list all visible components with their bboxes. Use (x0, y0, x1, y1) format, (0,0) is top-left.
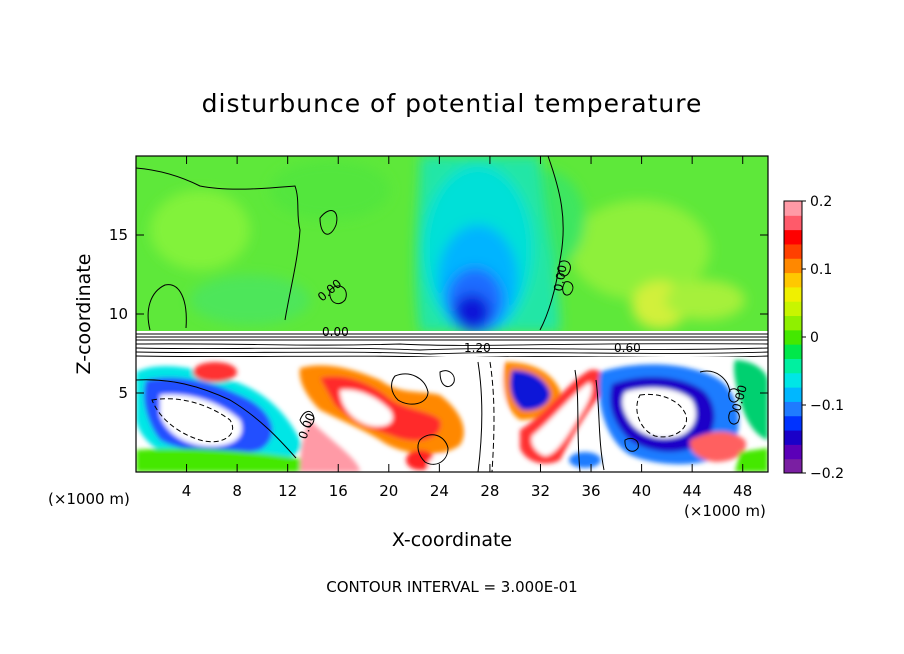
contour-label: 0.00 (551, 264, 569, 293)
x-tick-label: 28 (480, 482, 499, 500)
contour-label: 0.00 (322, 325, 349, 339)
chart-title: disturbunce of potential temperature (202, 89, 703, 118)
colorbar-swatch (784, 201, 802, 216)
lower-field-blobs (136, 360, 768, 472)
contour-label: 1.20 (464, 341, 491, 355)
contour-interval-note: CONTOUR INTERVAL = 3.000E-01 (326, 578, 577, 596)
contour-label: 0.00 (729, 383, 749, 412)
y-axis: 5 10 15 (109, 226, 768, 402)
x-unit-label-left: (×1000 m) (48, 490, 130, 508)
colorbar-swatch (784, 243, 802, 259)
colorbar (783, 200, 803, 474)
colorbar-tick-label: 0.2 (810, 194, 832, 210)
colorbar-swatch (784, 430, 802, 445)
colorbar-swatch (784, 315, 802, 331)
colorbar-swatch (784, 329, 802, 345)
x-tick-label: 12 (278, 482, 297, 500)
x-tick-label: 36 (581, 482, 600, 500)
colorbar-swatch (784, 372, 802, 388)
x-tick-label: 16 (329, 482, 348, 500)
colorbar-swatch (784, 286, 802, 302)
colorbar-tick-label: 0.1 (810, 262, 832, 278)
cold-plume (415, 156, 560, 335)
x-tick-label: 32 (531, 482, 550, 500)
x-axis: 4 8 12 16 20 24 28 32 36 40 44 48 (182, 156, 752, 500)
colorbar-tick-label: −0.2 (810, 466, 844, 482)
x-tick-label: 4 (182, 482, 192, 500)
y-axis-label: Z-coordinate (73, 254, 95, 375)
colorbar-swatch (784, 358, 802, 374)
y-tick-label: 5 (118, 384, 128, 402)
colorbar-swatch (784, 215, 802, 231)
contour-label: 0.60 (614, 341, 641, 355)
y-tick-label: 10 (109, 305, 128, 323)
colorbar-swatch (784, 258, 802, 274)
x-tick-label: 44 (683, 482, 702, 500)
colorbar-tick-label: 0 (810, 330, 819, 346)
colorbar-swatch (784, 229, 802, 245)
x-tick-label: 24 (430, 482, 449, 500)
colorbar-swatch (784, 387, 802, 402)
colorbar-swatch (784, 301, 802, 317)
y-tick-label: 15 (109, 226, 128, 244)
colorbar-swatch (784, 415, 802, 431)
colorbar-swatch (784, 272, 802, 288)
colorbar-ticks: 0.2 0.1 0 −0.1 −0.2 (802, 194, 844, 482)
colorbar-tick-label: −0.1 (810, 398, 844, 414)
colorbar-swatch (784, 344, 802, 359)
x-axis-label: X-coordinate (392, 529, 512, 551)
colorbar-swatch (784, 401, 802, 417)
colorbar-swatch (784, 444, 802, 460)
colorbar-swatch (784, 458, 802, 474)
plot-area: 0.00 0.00 0.00 0.00 0.00 1.20 0.60 (136, 156, 768, 472)
x-tick-label: 48 (733, 482, 752, 500)
x-unit-label-right: (×1000 m) (684, 502, 766, 520)
x-tick-label: 40 (632, 482, 651, 500)
x-tick-label: 20 (379, 482, 398, 500)
x-tick-label: 8 (232, 482, 242, 500)
contour-lines (136, 156, 740, 472)
